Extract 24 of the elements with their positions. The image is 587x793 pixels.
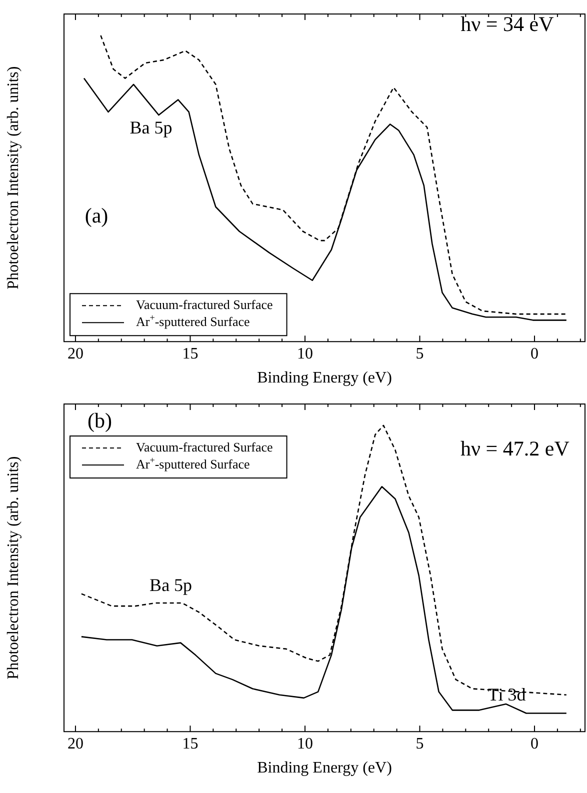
x-tick-label: 15 (182, 735, 198, 752)
legend-label: Ar+-sputtered Surface (136, 312, 250, 330)
x-tick-label: 10 (296, 345, 313, 362)
annotation: hν = 34 eV (460, 12, 554, 36)
x-tick-label: 10 (296, 735, 313, 752)
y-axis-title: Photoelectron Intensity (arb. units) (4, 456, 22, 680)
x-tick-label: 20 (67, 735, 84, 752)
x-tick-label: 5 (416, 735, 424, 752)
x-axis-title: Binding Energy (eV) (257, 760, 392, 777)
legend-label: Vacuum-fractured Surface (136, 439, 274, 454)
legend-label: Ar+-sputtered Surface (136, 454, 250, 472)
x-tick-label: 15 (182, 345, 198, 362)
x-tick-label: 5 (416, 345, 424, 362)
annotation: (a) (84, 204, 108, 228)
legend-label: Vacuum-fractured Surface (136, 297, 274, 312)
annotation: hν = 47.2 eV (460, 436, 570, 460)
annotation: Ba 5p (150, 575, 192, 596)
annotation: (b) (87, 408, 112, 433)
x-tick-label: 0 (530, 345, 539, 362)
x-axis-title: Binding Energy (eV) (257, 370, 392, 387)
x-tick-label: 0 (530, 735, 539, 752)
x-tick-label: 20 (67, 345, 84, 362)
y-axis-title: Photoelectron Intensity (arb. units) (4, 66, 22, 290)
annotation: Ba 5p (130, 117, 172, 138)
